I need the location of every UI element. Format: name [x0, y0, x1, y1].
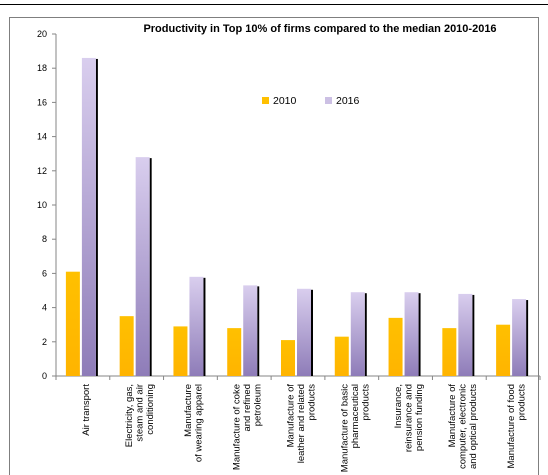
y-tick-label: 20 — [37, 29, 47, 39]
bar-shadow-2016 — [364, 293, 367, 376]
top-rule — [0, 4, 548, 5]
y-tick-label: 2 — [42, 337, 47, 347]
y-tick-label: 12 — [37, 166, 47, 176]
y-tick-label: 0 — [42, 371, 47, 381]
category-label-line: reinsurance and — [404, 384, 415, 452]
bar-shadow-2016 — [203, 277, 206, 376]
category-label: Manufacture of foodproducts — [506, 384, 527, 469]
category-label-line: petroleum — [253, 384, 264, 426]
bar-2016 — [458, 293, 473, 376]
y-tick-label: 16 — [37, 97, 47, 107]
legend-swatch-2016 — [325, 97, 332, 104]
category-label-line: Manufacture of food — [506, 384, 517, 469]
bar-2010 — [496, 324, 511, 376]
bar-2010 — [119, 316, 134, 376]
category-label: Manufacture ofleather and relatedproduct… — [286, 384, 318, 464]
bar-2016 — [81, 57, 96, 376]
category-label: Electricity, gas,steam and airconditioni… — [124, 384, 156, 447]
bar-2010 — [227, 328, 242, 376]
category-label-line: products — [516, 384, 527, 421]
legend: 2010 2016 — [262, 95, 360, 107]
bar-2016 — [243, 285, 258, 376]
chart-frame — [9, 17, 539, 475]
category-label-line: Manufacture — [183, 384, 194, 437]
bar-shadow-2016 — [311, 289, 313, 376]
y-tick-label: 10 — [37, 200, 47, 210]
bar-2010 — [65, 271, 80, 376]
category-label-line: Manufacture of basic — [339, 384, 350, 472]
x-axis — [55, 375, 541, 380]
category-label-line: products — [360, 384, 371, 421]
category-label-line: Manufacture of — [286, 384, 297, 448]
y-tick-label: 18 — [37, 63, 47, 73]
category-label: Manufacture ofcomputer, electronicand op… — [447, 384, 479, 469]
chart-title: Productivity in Top 10% of firms compare… — [143, 23, 496, 35]
category-label-line: and optical products — [468, 384, 479, 469]
bar-2010 — [442, 328, 457, 376]
category-label-line: Air transport — [81, 384, 92, 436]
category-label-line: Manufacture of — [447, 384, 458, 448]
bars — [65, 57, 529, 376]
category-label-line: steam and air — [135, 384, 146, 442]
category-label: Insurance,reinsurance andpension funding — [393, 384, 425, 452]
y-tick-label: 14 — [37, 132, 47, 142]
category-label: Manufacture of cokeand refinedpetroleum — [232, 384, 264, 470]
category-label-line: pension funding — [414, 384, 425, 451]
legend-swatch-2010 — [262, 97, 269, 104]
bar-2016 — [189, 276, 204, 376]
bar-2010 — [173, 326, 188, 376]
category-label-line: conditioning — [145, 384, 156, 435]
bar-2010 — [334, 336, 349, 376]
bar-2016 — [512, 299, 527, 376]
category-label: Air transport — [81, 384, 92, 436]
bar-shadow-2016 — [95, 58, 98, 376]
category-label-line: and refined — [242, 384, 253, 432]
category-label-line: Manufacture of coke — [232, 384, 243, 470]
y-tick-label: 4 — [42, 303, 47, 313]
bar-2016 — [297, 288, 311, 376]
legend-label-2010: 2010 — [273, 95, 297, 107]
category-label: Manufacture of basicpharmaceuticalproduc… — [339, 384, 371, 472]
bar-2010 — [388, 317, 403, 376]
y-tick-label: 6 — [42, 268, 47, 278]
category-label-line: products — [307, 384, 318, 421]
category-label-line: leather and related — [296, 384, 307, 463]
category-label-line: computer, electronic — [457, 384, 468, 469]
bar-shadow-2016 — [472, 294, 475, 376]
bar-shadow-2016 — [418, 293, 421, 376]
bar-2016 — [135, 157, 150, 376]
category-label-line: pharmaceutical — [350, 384, 361, 448]
bar-2010 — [281, 340, 295, 376]
category-labels: Air transport Electricity, gas,steam and … — [81, 384, 527, 473]
y-axis: 0 2 4 6 8 10 12 14 16 18 20 — [37, 29, 57, 381]
category-label-line: of wearing apparel — [194, 384, 205, 462]
bar-shadow-2016 — [526, 300, 529, 376]
bar-shadow-2016 — [257, 286, 260, 376]
bar-2016 — [350, 292, 365, 376]
category-label: Manufactureof wearing apparel — [183, 384, 205, 462]
category-label-line: Insurance, — [393, 384, 404, 428]
bar-shadow-2016 — [149, 158, 152, 376]
bar-2016 — [404, 292, 419, 376]
y-tick-label: 8 — [42, 234, 47, 244]
legend-label-2016: 2016 — [336, 95, 360, 107]
category-label-line: Electricity, gas, — [124, 384, 135, 447]
